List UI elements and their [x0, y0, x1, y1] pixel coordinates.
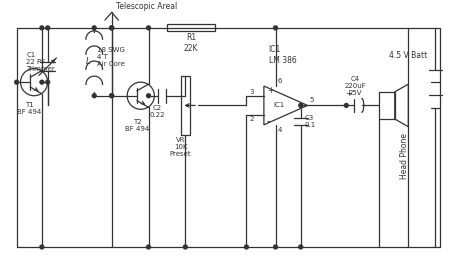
Circle shape: [40, 80, 44, 84]
Text: L: L: [86, 57, 90, 66]
Text: IC1: IC1: [274, 102, 285, 108]
Text: +: +: [267, 86, 274, 95]
Text: Head Phone: Head Phone: [400, 133, 409, 179]
Text: IC1
LM 386: IC1 LM 386: [269, 45, 297, 65]
Circle shape: [15, 80, 19, 84]
Text: C2
0.22: C2 0.22: [149, 105, 165, 118]
Circle shape: [147, 26, 150, 30]
Text: C3
0.1: C3 0.1: [305, 115, 316, 128]
Text: -: -: [267, 116, 270, 126]
Circle shape: [244, 245, 248, 249]
Circle shape: [40, 245, 44, 249]
Circle shape: [147, 94, 150, 98]
Text: C4
220uF
25V: C4 220uF 25V: [344, 76, 366, 96]
Text: 2: 2: [250, 116, 254, 122]
Circle shape: [110, 26, 114, 30]
Circle shape: [110, 94, 114, 98]
Text: 3: 3: [250, 89, 254, 95]
Text: VR
10K
Preset: VR 10K Preset: [170, 138, 191, 157]
Circle shape: [46, 26, 50, 30]
Text: T1
BF 494: T1 BF 494: [17, 102, 42, 115]
Text: +: +: [345, 89, 352, 98]
Text: C1
22 PF
Trimmer: C1 22 PF Trimmer: [27, 52, 55, 72]
Text: Telescopic Areal: Telescopic Areal: [116, 2, 177, 11]
Text: 4: 4: [277, 127, 282, 133]
Circle shape: [274, 26, 277, 30]
Text: 4.5 V Batt: 4.5 V Batt: [389, 51, 428, 60]
Circle shape: [299, 245, 303, 249]
Circle shape: [92, 26, 96, 30]
Circle shape: [299, 103, 303, 107]
Text: R1
22K: R1 22K: [184, 33, 198, 53]
Circle shape: [40, 26, 44, 30]
Text: 18 SWG
4 T
Air Core: 18 SWG 4 T Air Core: [97, 47, 125, 67]
Circle shape: [110, 94, 114, 98]
Circle shape: [274, 245, 277, 249]
Text: 5: 5: [309, 98, 314, 103]
Circle shape: [147, 245, 150, 249]
Circle shape: [345, 103, 348, 107]
Circle shape: [92, 94, 96, 98]
Circle shape: [46, 80, 50, 84]
Circle shape: [110, 26, 114, 30]
Circle shape: [183, 245, 187, 249]
Text: 6: 6: [277, 78, 282, 84]
Bar: [181, 76, 190, 134]
Bar: [379, 92, 395, 119]
Text: T2
BF 494: T2 BF 494: [125, 119, 149, 132]
Bar: [167, 24, 215, 31]
